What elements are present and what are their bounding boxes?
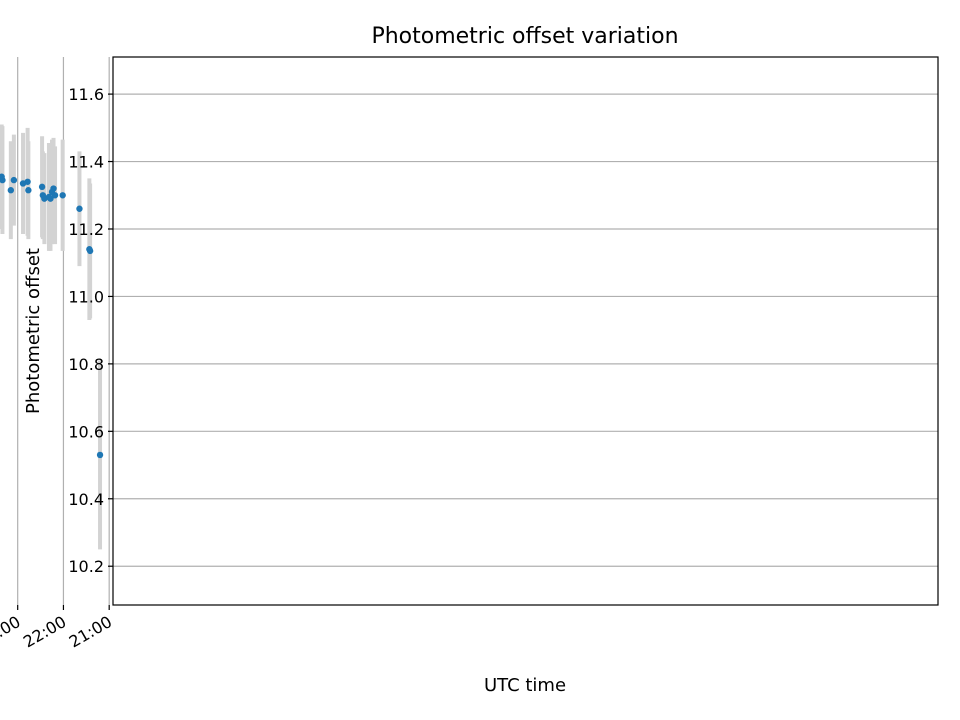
y-tick-label: 11.0 [68, 287, 104, 306]
data-point [10, 176, 18, 184]
x-axis-label: UTC time [484, 675, 566, 696]
y-tick-label: 10.6 [68, 422, 104, 441]
grid [17, 57, 938, 605]
data-point [25, 187, 32, 194]
y-axis-label: Photometric offset [23, 248, 44, 414]
y-tick-label: 11.6 [68, 85, 104, 104]
y-tick-label: 10.2 [68, 557, 104, 576]
data-point [96, 451, 104, 459]
y-tick-label: 10.8 [68, 355, 104, 374]
y-tick-label: 11.2 [68, 220, 104, 239]
data-point [59, 192, 66, 199]
data-point [76, 205, 83, 212]
data-point [38, 183, 46, 191]
x-tick-label: 21:00 [66, 612, 115, 652]
data-point [0, 175, 4, 182]
x-tick-label: 22:00 [20, 612, 69, 652]
x-tick-label: 23:00 [0, 612, 24, 652]
data-points [0, 173, 104, 459]
y-tick-label: 10.4 [68, 490, 104, 509]
data-point [39, 192, 47, 199]
plot-frame [112, 56, 939, 606]
chart-title: Photometric offset variation [371, 24, 678, 49]
y-tick-label: 11.4 [68, 153, 104, 172]
data-point [7, 187, 15, 194]
data-point [19, 180, 27, 187]
data-point [86, 246, 93, 253]
data-point [48, 188, 56, 196]
